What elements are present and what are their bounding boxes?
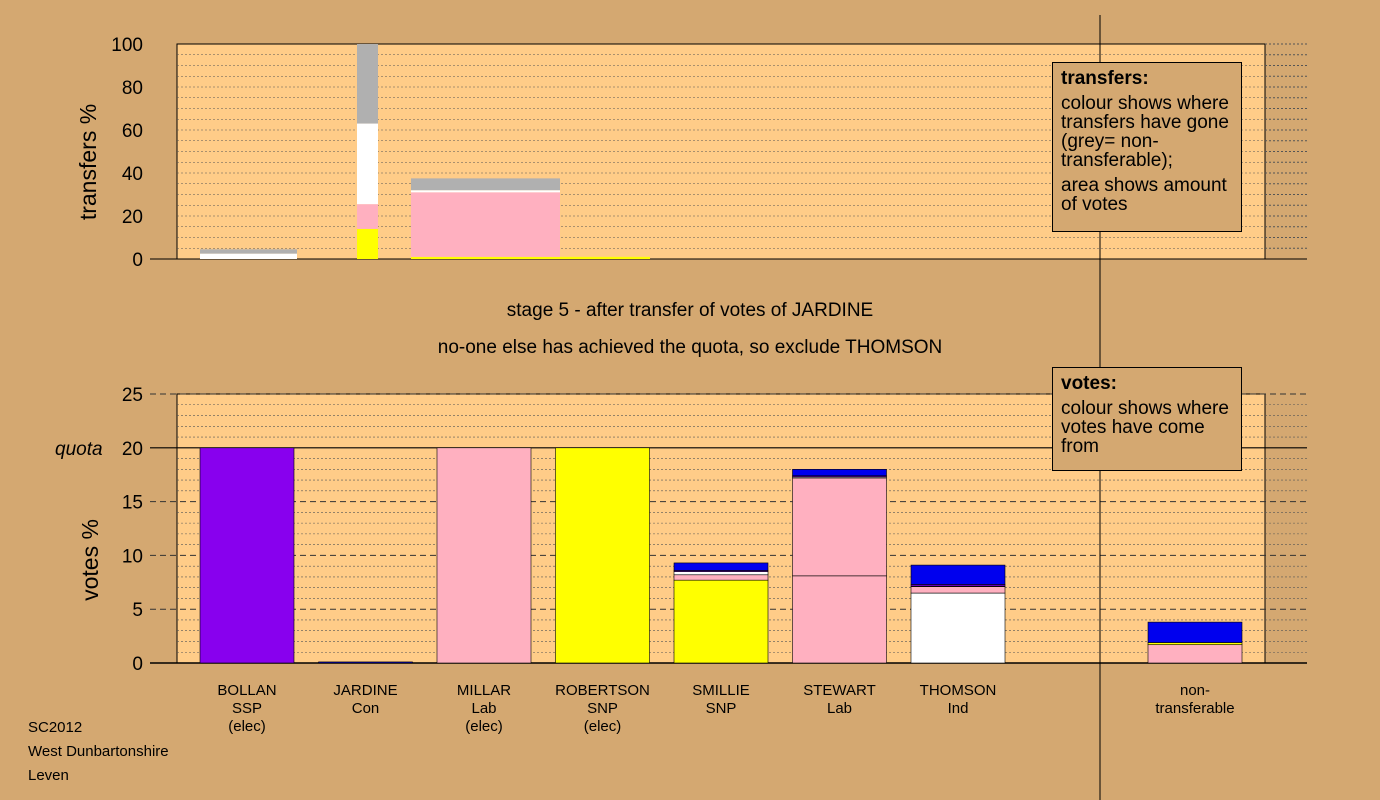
vote-segment xyxy=(910,592,1006,664)
transfers-legend-text-1: colour shows where transfers have gone (… xyxy=(1061,93,1229,171)
action-caption: no-one else has achieved the quota, so e… xyxy=(437,337,943,358)
transfers-tick-label: 0 xyxy=(132,250,143,271)
candidate-name: THOMSON xyxy=(919,682,997,699)
votes-tick-label: 15 xyxy=(122,493,143,514)
candidate-name: BOLLAN xyxy=(217,682,277,699)
vote-segment xyxy=(910,586,1006,594)
transfer-segment xyxy=(200,249,297,254)
candidate-name: JARDINE xyxy=(333,682,398,699)
votes-tick-label: 5 xyxy=(132,600,143,621)
transfers-legend-text-2: area shows amount of votes xyxy=(1061,175,1227,215)
vote-segment xyxy=(673,579,769,664)
candidate-party: transferable xyxy=(1155,700,1235,717)
transfer-segment xyxy=(357,123,378,205)
candidate-name: non- xyxy=(1179,682,1211,699)
vote-segment xyxy=(436,447,532,664)
footer-line-2: West Dunbartonshire xyxy=(28,743,169,760)
candidate-label: SMILLIE SNP xyxy=(651,682,791,718)
transfers-axis-title: transfers % xyxy=(75,104,101,220)
votes-legend-heading: votes: xyxy=(1061,373,1117,394)
candidate-status: (elec) xyxy=(465,718,503,735)
vote-segment xyxy=(555,447,650,664)
transfers-tick-label: 40 xyxy=(122,164,143,185)
transfers-tick-label: 80 xyxy=(122,78,143,99)
footer: SC2012 West Dunbartonshire Leven xyxy=(28,716,169,788)
votes-tick-label: 20 xyxy=(122,439,143,460)
transfer-segment xyxy=(560,256,650,259)
candidate-label: MILLAR Lab (elec) xyxy=(414,682,554,736)
vote-segment xyxy=(673,574,769,581)
vote-segment xyxy=(673,571,769,576)
candidate-party: SNP xyxy=(587,700,618,717)
votes-legend-text: colour shows where votes have come from xyxy=(1061,398,1229,457)
vote-segment xyxy=(1147,621,1243,643)
quota-label: quota xyxy=(55,439,103,460)
candidate-party: Lab xyxy=(471,700,497,717)
candidate-name: MILLAR xyxy=(456,682,512,699)
candidate-label: BOLLAN SSP (elec) xyxy=(177,682,317,736)
transfers-tick-label: 100 xyxy=(111,35,143,56)
transfer-segment xyxy=(357,228,378,259)
transfers-tick-label: 60 xyxy=(122,121,143,142)
transfer-segment xyxy=(411,256,560,259)
transfer-segment xyxy=(411,190,560,193)
candidate-party: Ind xyxy=(947,700,969,717)
transfers-legend: transfers: colour shows where transfers … xyxy=(1052,62,1242,232)
candidate-party: Con xyxy=(351,700,380,717)
candidate-party: SSP xyxy=(231,700,262,717)
transfers-tick-label: 20 xyxy=(122,207,143,228)
candidate-status: (elec) xyxy=(583,718,622,735)
transfer-segment xyxy=(200,253,297,259)
candidate-label: ROBERTSON SNP (elec) xyxy=(533,682,673,736)
stage-caption: stage 5 - after transfer of votes of JAR… xyxy=(506,300,874,321)
vote-segment xyxy=(318,661,413,664)
votes-tick-label: 0 xyxy=(132,654,143,675)
votes-axis-title: votes % xyxy=(77,519,103,601)
vote-segment xyxy=(792,477,887,577)
vote-segment xyxy=(792,469,887,477)
candidate-party: SNP xyxy=(705,700,737,717)
vote-segment xyxy=(910,564,1006,585)
candidate-status: (elec) xyxy=(228,718,266,735)
transfer-segment xyxy=(411,192,560,257)
vote-segment xyxy=(792,575,887,664)
candidate-label: STEWART Lab xyxy=(770,682,910,718)
candidate-party: Lab xyxy=(826,700,853,717)
transfer-segment xyxy=(357,44,378,124)
votes-tick-label: 25 xyxy=(122,385,143,406)
candidate-name: ROBERTSON xyxy=(555,682,650,699)
transfers-legend-heading: transfers: xyxy=(1061,68,1149,89)
transfer-segment xyxy=(411,178,560,191)
footer-line-1: SC2012 xyxy=(28,719,83,736)
vote-segment xyxy=(1147,642,1243,646)
vote-segment xyxy=(199,447,295,664)
footer-line-3: Leven xyxy=(28,767,69,784)
candidate-label: THOMSON Ind xyxy=(888,682,1028,718)
candidate-name: STEWART xyxy=(803,682,876,699)
transfer-segment xyxy=(357,204,378,229)
vote-segment xyxy=(673,562,769,571)
votes-legend: votes: colour shows where votes have com… xyxy=(1052,367,1242,471)
candidate-label: non-transferable xyxy=(1125,682,1265,718)
candidate-label: JARDINE Con xyxy=(296,682,436,718)
vote-segment xyxy=(1147,644,1243,664)
votes-tick-label: 10 xyxy=(122,546,143,567)
candidate-name: SMILLIE xyxy=(692,682,750,699)
